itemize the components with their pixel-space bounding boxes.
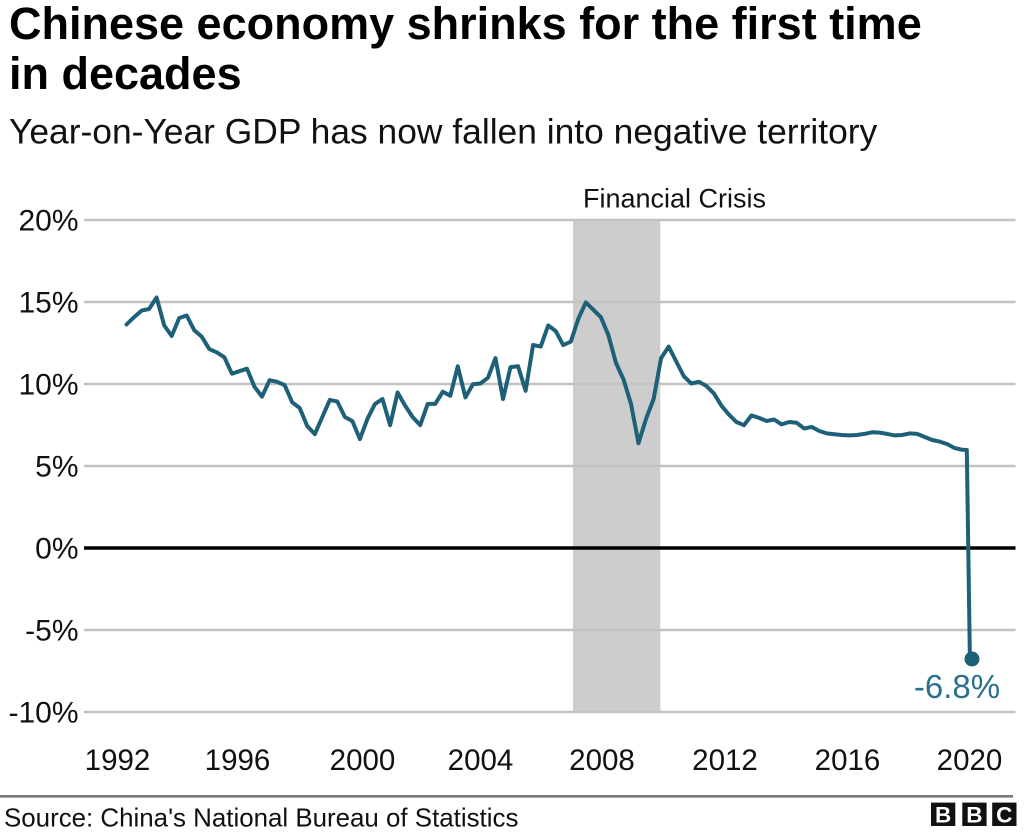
svg-text:10%: 10% xyxy=(18,369,78,402)
svg-text:2020: 2020 xyxy=(937,744,1003,777)
svg-text:B: B xyxy=(935,802,951,827)
svg-text:2012: 2012 xyxy=(692,744,758,777)
svg-text:2000: 2000 xyxy=(330,744,396,777)
svg-text:Chinese economy shrinks for th: Chinese economy shrinks for the first ti… xyxy=(9,0,922,49)
svg-text:-6.8%: -6.8% xyxy=(914,668,1000,705)
svg-text:20%: 20% xyxy=(18,205,78,238)
svg-text:1996: 1996 xyxy=(205,744,271,777)
svg-text:15%: 15% xyxy=(18,287,78,320)
svg-text:-10%: -10% xyxy=(8,697,78,730)
svg-text:C: C xyxy=(996,802,1012,827)
svg-text:-5%: -5% xyxy=(25,615,78,648)
svg-text:2004: 2004 xyxy=(448,744,514,777)
svg-text:2016: 2016 xyxy=(815,744,881,777)
svg-text:0%: 0% xyxy=(35,533,78,566)
svg-text:5%: 5% xyxy=(35,451,78,484)
svg-text:Financial Crisis: Financial Crisis xyxy=(583,184,766,214)
svg-text:Year-on-Year GDP has now falle: Year-on-Year GDP has now fallen into neg… xyxy=(9,112,878,152)
svg-text:1992: 1992 xyxy=(85,744,151,777)
svg-text:in decades: in decades xyxy=(9,48,242,99)
svg-text:B: B xyxy=(966,802,982,827)
svg-text:2008: 2008 xyxy=(569,744,635,777)
svg-text:Source: China's National Burea: Source: China's National Bureau of Stati… xyxy=(4,805,518,832)
